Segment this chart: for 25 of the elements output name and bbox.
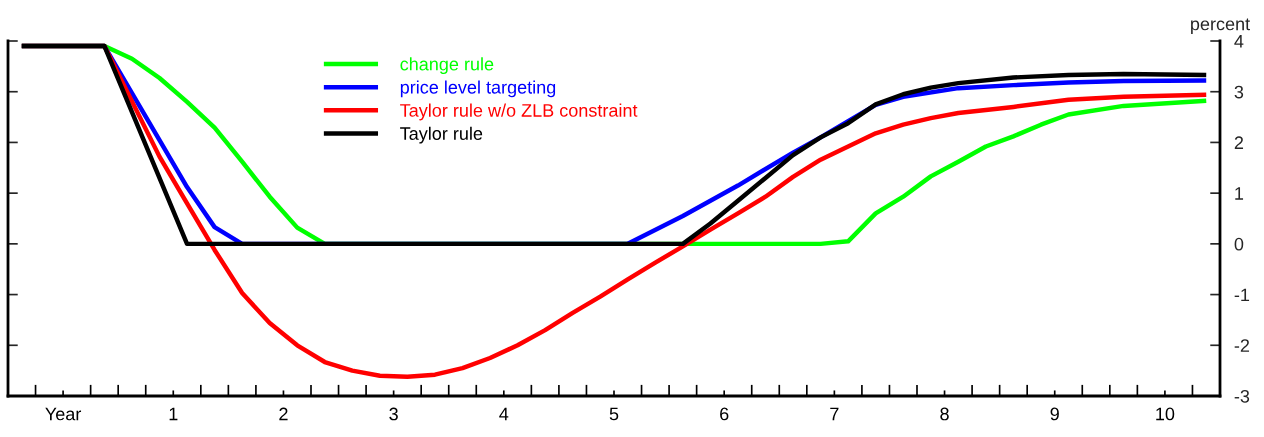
x-tick-label: 5 [609, 407, 619, 421]
x-tick-label: 8 [940, 407, 949, 421]
x-tick-label: 6 [720, 407, 729, 421]
x-tick-label: 1 [169, 407, 178, 421]
legend-label: change rule [400, 57, 494, 75]
x-tick-label: 7 [830, 407, 839, 421]
y-tick-label: 2 [1234, 136, 1244, 149]
legend-label: Taylor rule w/o ZLB constraint [400, 103, 638, 121]
y-tick-label: -1 [1234, 288, 1250, 302]
y-tick-label: 0 [1234, 237, 1244, 251]
x-tick-label: Year [45, 407, 82, 421]
y-tick-label: -2 [1234, 339, 1250, 352]
x-tick-label: 3 [389, 407, 398, 421]
x-tick-label: 4 [499, 407, 509, 421]
legend-label: price level targeting [400, 80, 556, 98]
y-axis-title: percent [1191, 18, 1250, 34]
x-tick-label: 9 [1050, 407, 1059, 421]
legend-label: Taylor rule [400, 126, 483, 144]
y-tick-label: 3 [1234, 85, 1244, 99]
y-tick-label: 1 [1235, 187, 1244, 200]
x-tick-label: 2 [279, 407, 288, 421]
y-tick-label: 4 [1234, 35, 1244, 48]
line-series [19, 43, 1209, 247]
y-tick-label: -3 [1234, 389, 1250, 403]
x-tick-label: 10 [1156, 407, 1175, 421]
